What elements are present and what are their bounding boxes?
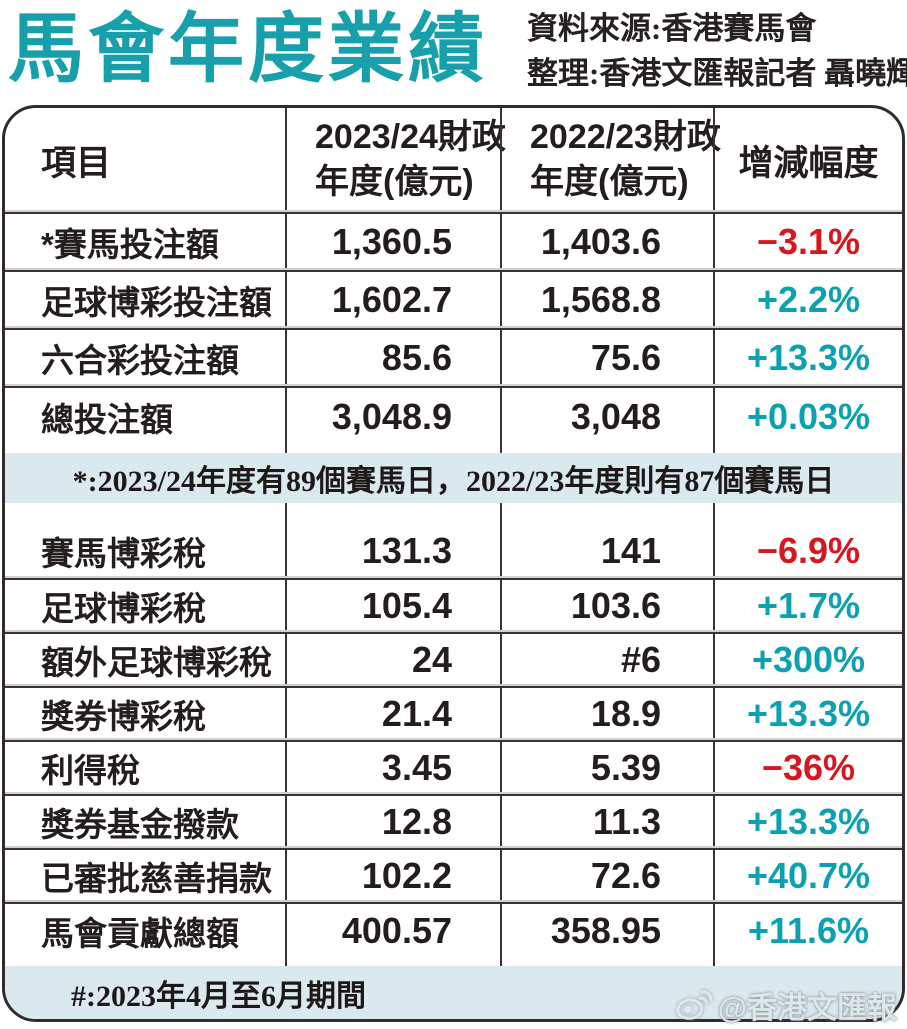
header-fy2023-line1: 2022/23財政	[530, 118, 721, 156]
grid-gap-cell	[713, 958, 902, 966]
value-fy2024: 131.3	[285, 524, 500, 578]
row-label: 獎券博彩稅	[5, 686, 285, 740]
grid-gap-cell	[713, 503, 902, 524]
value-fy2024: 3,048.9	[285, 386, 500, 445]
value-fy2024: 1,360.5	[285, 212, 500, 270]
row-label: 獎券基金撥款	[5, 794, 285, 848]
header-fy2023-line2: 年度(億元)	[530, 163, 689, 201]
value-fy2023: 3,048	[500, 386, 713, 445]
row-label: 足球博彩稅	[5, 578, 285, 632]
row-label: *賽馬投注額	[5, 212, 285, 270]
note-band-period: #:2023年4月至6月期間	[5, 966, 902, 1019]
value-fy2024: 1,602.7	[285, 270, 500, 328]
value-fy2023: #6	[500, 632, 713, 686]
row-label: 足球博彩投注額	[5, 270, 285, 328]
note-raceday-text: *:2023/24年度有89個賽馬日，2022/23年度則有87個賽馬日	[72, 465, 835, 498]
value-fy2024: 3.45	[285, 740, 500, 794]
change-value: +13.3%	[713, 794, 902, 848]
grid-gap-cell	[500, 445, 713, 453]
page-title: 馬會年度業績	[8, 7, 488, 92]
grid-gap-cell	[713, 445, 902, 453]
note-period-text: #:2023年4月至6月期間	[71, 979, 366, 1013]
row-label: 馬會貢獻總額	[5, 902, 285, 958]
row-label: 利得稅	[5, 740, 285, 794]
results-table: 項目 2023/24財政 年度(億元) 2022/23財政 年度(億元) 增減幅…	[2, 105, 905, 1022]
change-value: −6.9%	[713, 524, 902, 578]
row-label: 賽馬博彩稅	[41, 535, 206, 572]
value-fy2024: 24	[285, 632, 500, 686]
value-fy2023: 358.95	[500, 902, 713, 958]
header-cell-fy2023: 2022/23財政 年度(億元)	[500, 108, 721, 212]
value-fy2024: 12.8	[285, 794, 500, 848]
weibo-icon	[676, 989, 712, 1021]
source-block: 資料來源:香港賽馬會 整理:香港文匯報記者 聶曉輝	[527, 6, 907, 96]
grid-gap-cell	[500, 503, 713, 524]
row-label: 額外足球博彩稅	[5, 632, 285, 686]
change-value: +11.6%	[713, 902, 902, 958]
value-fy2023: 75.6	[500, 328, 713, 386]
source-line-2: 整理:香港文匯報記者 聶曉輝	[527, 56, 907, 91]
change-value: −3.1%	[713, 212, 902, 270]
header-cell-item: 項目	[41, 143, 112, 183]
change-value: +0.03%	[713, 386, 902, 445]
header-fy2024-line1: 2023/24財政	[315, 118, 506, 156]
value-fy2024: 85.6	[285, 328, 500, 386]
value-fy2023: 141	[500, 524, 713, 578]
value-fy2023: 72.6	[500, 848, 713, 902]
grid-gap-cell	[285, 503, 500, 524]
grid-gap-cell	[500, 958, 713, 966]
row-label: 六合彩投注額	[5, 328, 285, 386]
source-line-1: 資料來源:香港賽馬會	[527, 11, 817, 46]
value-fy2023: 5.39	[500, 740, 713, 794]
value-fy2023: 11.3	[500, 794, 713, 848]
note-band-raceday: *:2023/24年度有89個賽馬日，2022/23年度則有87個賽馬日	[5, 453, 902, 503]
row-label: 總投注額	[5, 386, 285, 445]
change-value: +1.7%	[713, 578, 902, 632]
value-fy2024: 102.2	[285, 848, 500, 902]
header-fy2024-line2: 年度(億元)	[315, 163, 474, 201]
header-cell-fy2024: 2023/24財政 年度(億元)	[285, 108, 506, 212]
grid-gap-cell	[285, 445, 500, 453]
grid-gap-cell	[5, 503, 285, 524]
value-fy2024: 400.57	[285, 902, 500, 958]
change-value: +2.2%	[713, 270, 902, 328]
grid-gap-cell	[5, 958, 285, 966]
watermark: @香港文匯報	[676, 983, 897, 1027]
header-cell-change: 增減幅度	[713, 108, 902, 212]
change-value: +40.7%	[713, 848, 902, 902]
change-value: +300%	[713, 632, 902, 686]
value-fy2023: 18.9	[500, 686, 713, 740]
grid-gap-cell	[285, 958, 500, 966]
change-value: +13.3%	[713, 686, 902, 740]
value-fy2023: 1,568.8	[500, 270, 713, 328]
row-label: 已審批慈善捐款	[5, 848, 285, 902]
change-value: −36%	[713, 740, 902, 794]
watermark-handle: @香港文匯報	[717, 992, 897, 1025]
value-fy2023: 103.6	[500, 578, 713, 632]
change-value: +13.3%	[713, 328, 902, 386]
value-fy2024: 105.4	[285, 578, 500, 632]
grid-gap-cell	[5, 445, 285, 453]
value-fy2024: 21.4	[285, 686, 500, 740]
value-fy2023: 1,403.6	[500, 212, 713, 270]
